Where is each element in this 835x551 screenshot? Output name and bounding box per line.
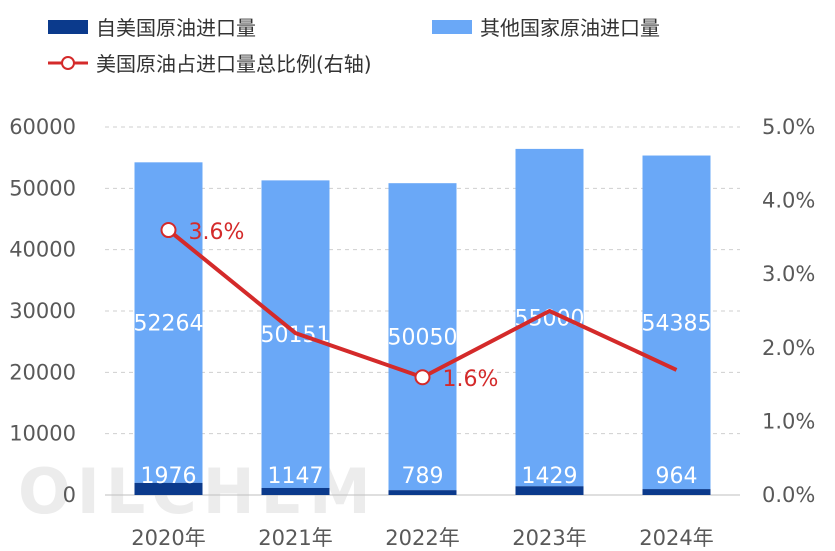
data-label-us-import: 789 (402, 464, 444, 489)
bar-other-import (642, 155, 711, 490)
line-marker-us-share (160, 222, 177, 239)
legend-us-import: 自美国原油进口量 (48, 12, 256, 41)
line-marker-us-share (414, 369, 431, 386)
legend-other-import: 其他国家原油进口量 (432, 12, 660, 41)
y-tick-label: 10000 (9, 422, 76, 446)
data-label-us-import: 1976 (141, 464, 197, 489)
data-label-other-import: 50050 (388, 326, 458, 351)
y2-tick-label: 2.0% (762, 336, 815, 360)
bar-other-import (515, 148, 584, 487)
legend-label-other-import: 其他国家原油进口量 (480, 16, 660, 40)
data-label-us-import: 1147 (268, 464, 324, 489)
data-label-other-import: 54385 (642, 311, 712, 336)
legend-line-key (48, 55, 88, 70)
data-label-us-import: 1429 (522, 464, 578, 489)
legend-label-us-import: 自美国原油进口量 (96, 16, 256, 40)
x-tick-label: 2022年 (385, 526, 459, 550)
y-tick-label: 0 (63, 483, 76, 507)
x-tick-label: 2020年 (131, 526, 205, 550)
y2-tick-label: 4.0% (762, 189, 815, 213)
data-label-us-share: 1.6% (443, 367, 499, 392)
data-label-other-import: 52264 (134, 312, 204, 337)
x-tick-label: 2021年 (258, 526, 332, 550)
x-tick-label: 2024年 (639, 526, 713, 550)
y2-tick-label: 1.0% (762, 409, 815, 433)
y-tick-label: 40000 (9, 238, 76, 262)
y-tick-label: 20000 (9, 360, 76, 384)
data-label-us-share: 3.6% (189, 220, 245, 245)
y-tick-label: 50000 (9, 176, 76, 200)
bar-us-import (388, 490, 457, 495)
y2-tick-label: 0.0% (762, 483, 815, 507)
y-tick-label: 60000 (9, 115, 76, 139)
legend-swatch-other-import (432, 19, 472, 34)
x-tick-label: 2023年 (512, 526, 586, 550)
legend-swatch-us-import (48, 19, 88, 34)
y2-tick-label: 3.0% (762, 262, 815, 286)
legend-us-share: 美国原油占进口量总比例(右轴) (48, 48, 372, 77)
bar-us-import (515, 486, 584, 495)
data-label-us-import: 964 (656, 464, 698, 489)
bar-other-import (134, 162, 203, 483)
y2-tick-label: 5.0% (762, 115, 815, 139)
bar-other-import (388, 183, 457, 491)
data-label-other-import: 50151 (261, 323, 331, 348)
legend-label-us-share: 美国原油占进口量总比例(右轴) (96, 52, 372, 76)
y-tick-label: 30000 (9, 299, 76, 323)
bar-us-import (642, 489, 711, 495)
bar-us-import (134, 482, 203, 495)
bar-us-import (261, 487, 330, 495)
